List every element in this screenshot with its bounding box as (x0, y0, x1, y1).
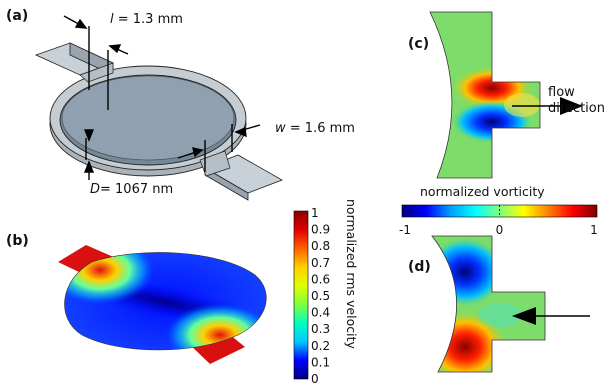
rms-tick-label: 0.1 (311, 355, 330, 369)
device-sketch (34, 42, 283, 201)
rms-tick-label: 0.4 (311, 306, 330, 320)
width-symbol: w (275, 121, 286, 136)
panel-b-label: (b) (6, 233, 29, 249)
vorticity-tick-label: 1 (590, 223, 598, 237)
panel-b: (b) 1 0.9 0.8 0.7 0.6 0.5 0.4 0.3 0.2 0.1 0 normal… (6, 199, 359, 386)
rms-tick-label: 0.6 (311, 272, 330, 286)
panel-d-label: (d) (408, 259, 431, 275)
depth-annotation: D= 1067 nm (90, 182, 173, 197)
rms-tick-label: 0 (311, 372, 319, 386)
panel-c-label: (c) (408, 36, 429, 52)
depth-value: = 1067 nm (100, 182, 173, 197)
rms-tick-label: 0.9 (311, 223, 330, 237)
length-value: = 1.3 mm (114, 12, 183, 27)
flow-arrow-right (512, 97, 583, 115)
rms-tick-label: 0.3 (311, 322, 330, 336)
vorticity-field-c (430, 12, 540, 178)
depth-symbol: D (90, 182, 100, 197)
length-symbol: l (110, 12, 114, 27)
rms-tick-label: 1 (311, 206, 319, 220)
rms-colorbar-title: normalized rms velocity (344, 199, 359, 349)
rms-tick-label: 0.8 (311, 239, 330, 253)
panel-a-label: (a) (6, 8, 28, 24)
width-value: = 1.6 mm (286, 121, 355, 136)
flow-label-line2: direction (548, 101, 605, 116)
rms-tick-label: 0.2 (311, 339, 330, 353)
rms-tick-label: 0.7 (311, 256, 330, 270)
vorticity-colorbar-ticks: -1 0 1 (399, 223, 598, 237)
panel-d: (d) (408, 235, 590, 373)
vorticity-field-d (432, 236, 545, 372)
dimension-markers (63, 15, 261, 180)
panel-a: (a) (6, 8, 355, 201)
length-annotation: l = 1.3 mm (110, 12, 183, 27)
rms-colorbar (293, 210, 309, 380)
vorticity-tick-label: 0 (496, 223, 504, 237)
flow-label-line1: flow (548, 85, 575, 100)
flow-arrow-left (512, 307, 590, 325)
rms-colorbar-ticks: 1 0.9 0.8 0.7 0.6 0.5 0.4 0.3 0.2 0.1 0 (311, 206, 330, 386)
width-annotation: w = 1.6 mm (275, 121, 355, 136)
rms-tick-label: 0.5 (311, 289, 330, 303)
vorticity-colorbar-title: normalized vorticity (420, 184, 545, 199)
vorticity-tick-label: -1 (399, 223, 411, 237)
vorticity-colorbar-group: normalized vorticity -1 0 1 (399, 184, 598, 237)
panel-c: (c) flow direction (408, 11, 605, 179)
